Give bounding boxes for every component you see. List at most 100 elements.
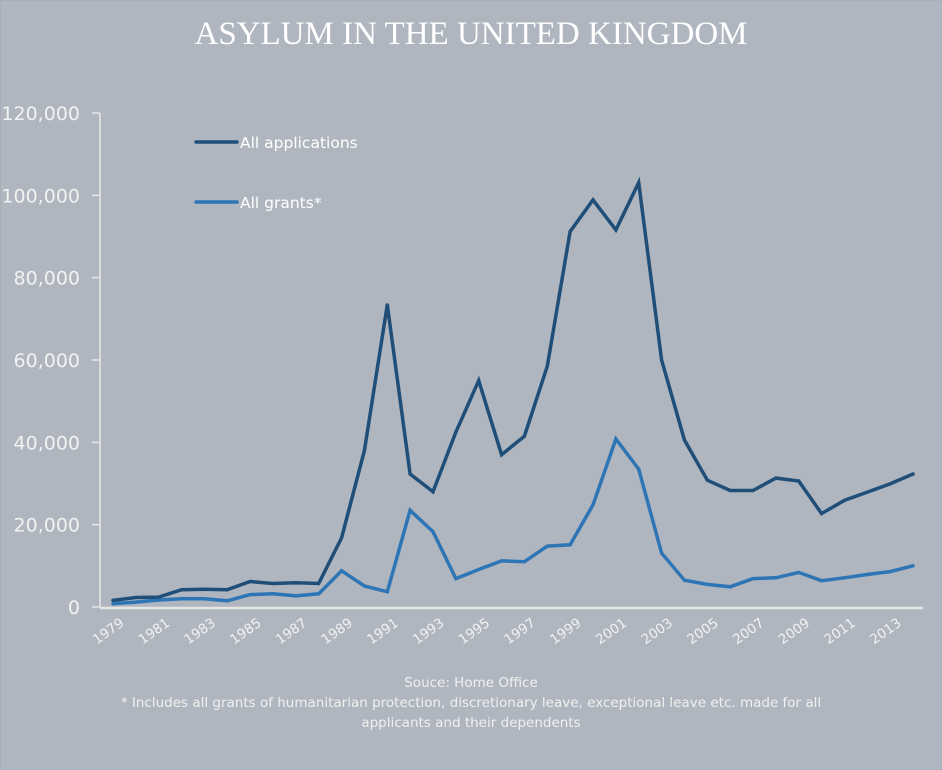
- legend-label: All grants*: [240, 194, 322, 212]
- data-point: [248, 579, 252, 584]
- data-point: [728, 488, 732, 493]
- data-point: [728, 585, 732, 589]
- data-point: [568, 543, 572, 547]
- x-tick-label: 1981: [136, 615, 173, 648]
- data-point: [911, 564, 915, 568]
- footnote: * Includes all grants of humanitarian pr…: [120, 695, 822, 731]
- data-point: [819, 511, 824, 516]
- y-tick-label: 100,000: [1, 185, 80, 207]
- x-tick-label: 2013: [867, 615, 904, 648]
- data-point: [522, 560, 527, 564]
- series-line-all-grants: [111, 435, 915, 606]
- data-point: [659, 358, 664, 362]
- data-point: [179, 588, 184, 592]
- legend: All applications All grants*: [194, 134, 358, 212]
- data-point: [705, 582, 709, 586]
- x-tick-label: 2001: [593, 615, 630, 648]
- data-point: [568, 229, 572, 234]
- series-group: [111, 176, 915, 606]
- data-point: [819, 579, 824, 583]
- data-point: [797, 479, 801, 483]
- data-point: [408, 508, 412, 512]
- chart-title: ASYLUM IN THE UNITED KINGDOM: [194, 16, 748, 52]
- x-tick-label: 2009: [776, 615, 813, 648]
- data-point: [865, 490, 869, 494]
- data-point: [111, 602, 115, 606]
- data-point: [637, 467, 641, 471]
- x-tick-label: 1987: [273, 615, 310, 648]
- x-tick-label: 2007: [730, 615, 767, 648]
- data-point: [499, 559, 504, 563]
- data-point: [545, 364, 549, 368]
- data-point: [911, 472, 915, 476]
- data-point: [614, 228, 618, 232]
- source-note: Souce: Home Office: [404, 675, 538, 691]
- y-axis: 0 20,000 40,000 60,000 80,000 100,000 120,000: [1, 103, 101, 619]
- data-point: [477, 567, 481, 572]
- data-point: [294, 581, 298, 585]
- data-point: [157, 595, 161, 599]
- data-point: [271, 581, 275, 586]
- data-point: [888, 482, 892, 486]
- data-point: [317, 592, 321, 596]
- x-tick-label: 1991: [364, 615, 401, 648]
- x-tick-label: 1995: [456, 615, 493, 648]
- y-tick-label: 20,000: [14, 515, 80, 537]
- data-point: [294, 594, 298, 598]
- data-point: [774, 476, 778, 480]
- data-point: [774, 576, 778, 580]
- data-point: [225, 599, 229, 603]
- data-point: [682, 578, 687, 582]
- data-point: [751, 488, 755, 493]
- data-point: [202, 597, 207, 601]
- data-point: [659, 551, 664, 555]
- x-axis: 1979 1981 1983 1985 1987 1989 1991 1993 1995 1997…: [90, 606, 923, 648]
- y-tick-label: 120,000: [1, 103, 80, 125]
- x-tick-label: 1993: [410, 615, 447, 648]
- data-point: [408, 472, 412, 476]
- x-tick-label: 1979: [90, 615, 127, 648]
- data-point: [362, 448, 367, 453]
- data-point: [111, 598, 115, 603]
- data-point: [317, 581, 321, 586]
- data-point: [751, 576, 755, 581]
- data-point: [522, 434, 527, 438]
- y-tick-label: 80,000: [14, 268, 80, 290]
- data-point: [431, 530, 435, 534]
- data-point: [362, 584, 367, 588]
- data-point: [499, 453, 504, 457]
- data-point: [454, 430, 458, 434]
- data-point: [339, 536, 344, 540]
- data-point: [842, 498, 847, 502]
- data-point: [134, 595, 138, 600]
- legend-label: All applications: [240, 134, 358, 152]
- data-point: [888, 569, 892, 574]
- data-point: [202, 587, 207, 591]
- data-point: [477, 378, 481, 383]
- data-point: [705, 478, 709, 482]
- data-point: [614, 437, 618, 441]
- y-tick-label: 0: [68, 597, 80, 619]
- data-point: [591, 198, 595, 202]
- data-point: [431, 490, 435, 494]
- data-point: [248, 593, 252, 597]
- x-tick-label: 2005: [684, 615, 721, 648]
- data-point: [134, 600, 138, 604]
- data-point: [271, 592, 275, 596]
- data-point: [179, 597, 184, 601]
- x-tick-label: 2011: [821, 615, 858, 648]
- data-point: [637, 180, 641, 185]
- x-tick-label: 1983: [181, 615, 218, 648]
- data-point: [225, 588, 229, 592]
- x-tick-label: 1997: [501, 615, 538, 648]
- data-point: [157, 598, 161, 602]
- y-tick-label: 40,000: [14, 432, 80, 454]
- x-tick-label: 1989: [319, 615, 356, 648]
- data-point: [591, 503, 595, 507]
- data-point: [682, 438, 687, 442]
- data-point: [385, 303, 389, 307]
- data-point: [454, 576, 458, 581]
- x-tick-label: 1999: [547, 615, 584, 648]
- data-point: [865, 572, 869, 577]
